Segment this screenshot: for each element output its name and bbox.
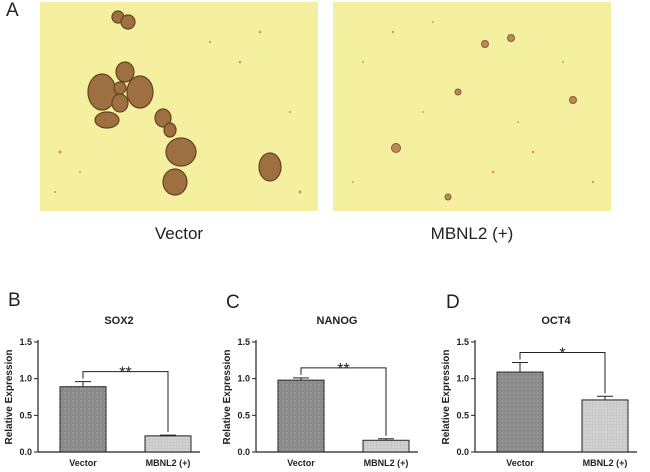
y-tick-label: 0.0 [19, 447, 32, 457]
bar-chart-oct4: OCT4 Relative Expression 0.0 0.5 1.0 1.5 Vecto… [441, 315, 637, 468]
bar [496, 371, 544, 453]
sphere [481, 40, 489, 48]
sphere [111, 93, 129, 113]
sphere [120, 14, 136, 30]
bar-chart-nanog: NANOG Relative Expression 0.0 0.5 1.0 1.5 Vect… [222, 315, 418, 468]
sphere-cluster [87, 10, 282, 196]
x-tick-label: Vector [69, 458, 97, 468]
sphere [115, 61, 135, 83]
y-tick-label: 1.5 [456, 337, 469, 347]
y-tick-label: 0.5 [237, 410, 250, 420]
y-tick-label: 1.0 [19, 374, 32, 384]
sphere [507, 34, 515, 42]
debris [54, 30, 302, 194]
sphere [454, 88, 462, 96]
bar [144, 435, 192, 453]
sphere [258, 152, 282, 182]
sphere [162, 168, 188, 196]
sphere [444, 193, 452, 201]
significance-bracket [519, 352, 606, 394]
y-tick-label: 0.0 [237, 447, 250, 457]
sphere [165, 137, 197, 167]
sphere [163, 122, 177, 138]
y-tick-label: 1.0 [456, 374, 469, 384]
bar [277, 379, 325, 453]
panel-letter-c: C [226, 292, 240, 313]
debris [352, 21, 595, 184]
x-tick-label: MBNL2 (+) [146, 458, 191, 468]
bar [362, 439, 410, 453]
y-axis-label: Relative Expression [222, 349, 233, 444]
significance-marker: ** [337, 361, 349, 378]
bar [581, 399, 629, 453]
chart-title: NANOG [317, 315, 358, 327]
chart-title: OCT4 [541, 315, 571, 327]
significance-marker: * [559, 346, 565, 363]
significance-bracket [82, 371, 169, 433]
sphere [126, 75, 154, 109]
significance-bracket [300, 367, 387, 436]
y-tick-label: 1.5 [19, 337, 32, 347]
micrograph-mbnl2 [333, 2, 611, 211]
micrograph-label-mbnl2: MBNL2 (+) [430, 224, 514, 243]
y-axis-label: Relative Expression [4, 349, 15, 444]
x-tick-label: Vector [506, 458, 534, 468]
sphere [391, 143, 401, 153]
bar [59, 386, 107, 453]
micrograph-vector [40, 2, 318, 211]
sphere [569, 96, 577, 104]
significance-marker: ** [119, 365, 131, 382]
x-tick-label: Vector [287, 458, 315, 468]
y-tick-label: 0.5 [19, 410, 32, 420]
chart-title: SOX2 [104, 315, 133, 327]
panel-letter-d: D [446, 292, 460, 313]
micrograph-background [333, 2, 611, 211]
x-tick-label: MBNL2 (+) [583, 458, 628, 468]
y-axis-label: Relative Expression [441, 349, 452, 444]
panel-letter-a: A [6, 0, 19, 21]
y-tick-label: 1.0 [237, 374, 250, 384]
x-tick-label: MBNL2 (+) [364, 458, 409, 468]
y-tick-label: 0.5 [456, 410, 469, 420]
bar-chart-sox2: SOX2 Relative Expression 0.0 0.5 1.0 1.5 Vecto… [4, 315, 200, 468]
sphere [94, 111, 120, 129]
y-tick-label: 1.5 [237, 337, 250, 347]
sphere [113, 81, 127, 95]
micrograph-label-vector: Vector [154, 224, 204, 243]
sphere [154, 108, 172, 128]
sphere-cluster [391, 34, 577, 201]
panel-letter-b: B [8, 290, 21, 311]
y-tick-label: 0.0 [456, 447, 469, 457]
